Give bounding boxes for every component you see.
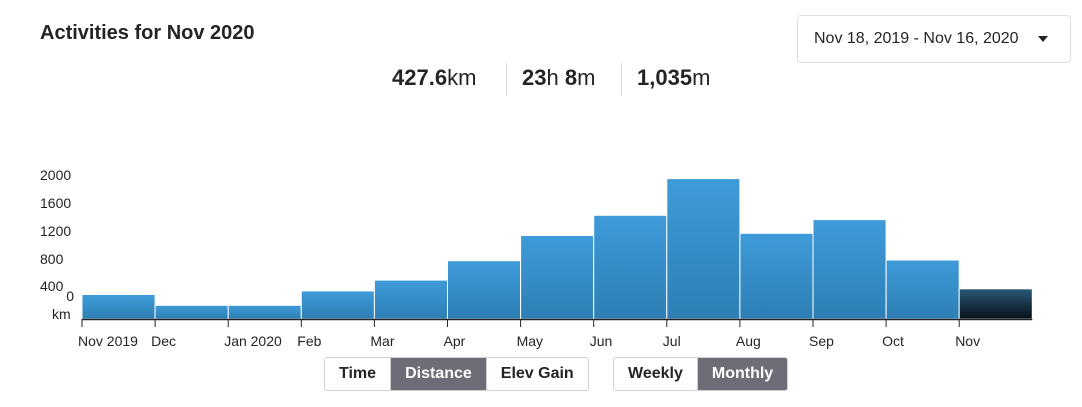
bar-nov[interactable] — [958, 288, 1033, 320]
x-tick-label: Mar — [370, 333, 394, 349]
date-range-select[interactable]: Nov 18, 2019 - Nov 16, 2020 — [797, 15, 1071, 63]
x-tick-label: Jul — [663, 333, 681, 349]
period-monthly-button[interactable]: Monthly — [696, 358, 788, 390]
x-tick-label: Feb — [297, 333, 321, 349]
bar-feb[interactable] — [300, 290, 375, 320]
x-tick-label: Jun — [590, 333, 613, 349]
stat-elevation-value: 1,035 — [637, 65, 693, 90]
stat-divider — [506, 62, 507, 96]
stat-time-hours: 23 — [522, 65, 547, 90]
stat-time-minutes: 8 — [564, 65, 578, 90]
bar-jul[interactable] — [666, 178, 741, 320]
x-tick-label: Aug — [736, 333, 761, 349]
date-range-value: Nov 18, 2019 - Nov 16, 2020 — [814, 30, 1019, 47]
bar-apr[interactable] — [447, 260, 522, 320]
stat-time-hours-unit: h — [546, 65, 559, 90]
x-tick-label: Sep — [809, 333, 834, 349]
period-weekly-button[interactable]: Weekly — [614, 358, 697, 390]
stat-distance-value: 427.6 — [392, 65, 448, 90]
metric-distance-button[interactable]: Distance — [390, 358, 486, 390]
x-tick-label: May — [517, 333, 543, 349]
x-axis: Nov 2019 Dec Jan 2020 Feb Mar Apr May Jun Jul Aug… — [78, 318, 1033, 349]
stat-elevation-unit: m — [692, 65, 711, 90]
period-toggle: Weekly Monthly — [613, 357, 789, 391]
page-title: Activities for Nov 2020 — [40, 22, 255, 44]
bar-jan-2020[interactable] — [227, 304, 302, 320]
bar-jun[interactable] — [593, 214, 668, 320]
y-tick-label: 1200 — [40, 223, 71, 239]
stat-time: 23h 8m — [522, 62, 595, 96]
y-tick-label: 400 — [40, 278, 64, 294]
stat-divider — [621, 62, 622, 96]
bar-nov-2019[interactable] — [81, 294, 156, 320]
x-tick-label: Apr — [444, 333, 466, 349]
bar-sep[interactable] — [812, 219, 887, 320]
x-tick-label: Dec — [151, 333, 176, 349]
x-tick-label: Nov — [955, 333, 980, 349]
metric-elev-gain-button[interactable]: Elev Gain — [485, 358, 588, 390]
bar-oct[interactable] — [885, 259, 960, 320]
caret-down-icon[interactable] — [1038, 36, 1048, 42]
bar-may[interactable] — [520, 235, 595, 320]
bar-mar[interactable] — [373, 279, 448, 320]
x-tick-label: Oct — [882, 333, 904, 349]
stat-distance: 427.6km — [392, 62, 476, 96]
metric-time-button[interactable]: Time — [325, 358, 391, 390]
y-tick-label: 800 — [40, 251, 64, 267]
stat-time-minutes-unit: m — [577, 65, 596, 90]
bar-aug[interactable] — [739, 232, 814, 320]
y-tick-label: 1600 — [40, 195, 71, 211]
y-tick-label: 0 — [66, 288, 74, 304]
stat-distance-unit: km — [447, 65, 477, 90]
summary-stats: 427.6km 23h 8m 1,035m — [0, 62, 1082, 98]
y-unit-label: km — [52, 306, 71, 322]
metric-toggle: Time Distance Elev Gain — [324, 357, 589, 391]
x-tick-label: Jan 2020 — [224, 333, 282, 349]
bar-series — [81, 178, 1033, 320]
stat-elevation: 1,035m — [637, 62, 710, 96]
bar-dec[interactable] — [154, 304, 229, 320]
x-tick-label: Nov 2019 — [78, 333, 138, 349]
y-tick-label: 2000 — [40, 167, 71, 183]
